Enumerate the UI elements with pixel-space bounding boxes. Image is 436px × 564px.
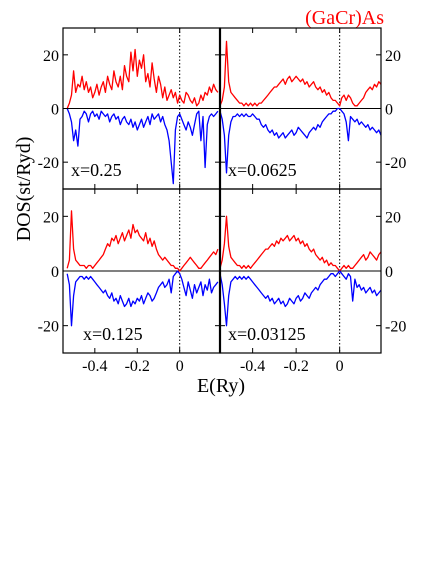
- y-tick-label: 0: [385, 102, 393, 119]
- y-tick-label: 20: [385, 48, 401, 65]
- x-tick-label: 0: [336, 358, 344, 375]
- y-tick-label: -20: [38, 319, 59, 336]
- dos-panel-bottom-left: -20 0 20 -0.4 -0.2 0 x=0.125: [38, 188, 221, 375]
- dos-panel-top-right: -20 0 20 x=0.0625: [219, 27, 406, 190]
- panel-label: x=0.25: [71, 160, 122, 180]
- y-tick-label: -20: [38, 155, 59, 172]
- panels-layer: -20 0 20 x=0.25 -20 0 20 x=0.0625 -20 0 20 -0.4 -0.2…: [38, 27, 406, 375]
- panel-label: x=0.0625: [228, 160, 297, 180]
- y-tick-label: -20: [385, 319, 406, 336]
- y-tick-label: 0: [385, 264, 393, 281]
- dos-panel-top-left: -20 0 20 x=0.25: [38, 27, 221, 190]
- y-axis-label: DOS(st/Ryd): [13, 137, 35, 242]
- series-spin-up-line: [66, 210, 219, 272]
- series-spin-up-line: [220, 40, 381, 107]
- series-spin-down-line: [220, 107, 381, 174]
- series-spin-down-line: [66, 270, 219, 327]
- chart-title: (GaCr)As: [305, 7, 384, 29]
- x-tick-label: 0: [176, 358, 184, 375]
- x-tick-label: -0.2: [125, 358, 150, 375]
- dos-panel-bottom-right: -20 0 20 -0.4 -0.2 0 x=0.03125: [219, 188, 406, 375]
- series-spin-down-line: [66, 108, 219, 185]
- series-spin-down-line: [220, 270, 381, 327]
- x-tick-label: -0.2: [283, 358, 308, 375]
- series-spin-up-line: [220, 215, 381, 272]
- y-tick-label: -20: [385, 155, 406, 172]
- y-tick-label: 20: [43, 209, 59, 226]
- series-spin-up-line: [66, 48, 219, 109]
- y-tick-label: 20: [43, 48, 59, 65]
- x-axis-label: E(Ry): [197, 375, 245, 397]
- y-tick-label: 20: [385, 209, 401, 226]
- x-tick-label: -0.4: [240, 358, 265, 375]
- y-tick-label: 0: [51, 264, 59, 281]
- panel-label: x=0.125: [83, 324, 143, 344]
- panel-label: x=0.03125: [228, 324, 306, 344]
- x-tick-label: -0.4: [82, 358, 107, 375]
- y-tick-label: 0: [51, 102, 59, 119]
